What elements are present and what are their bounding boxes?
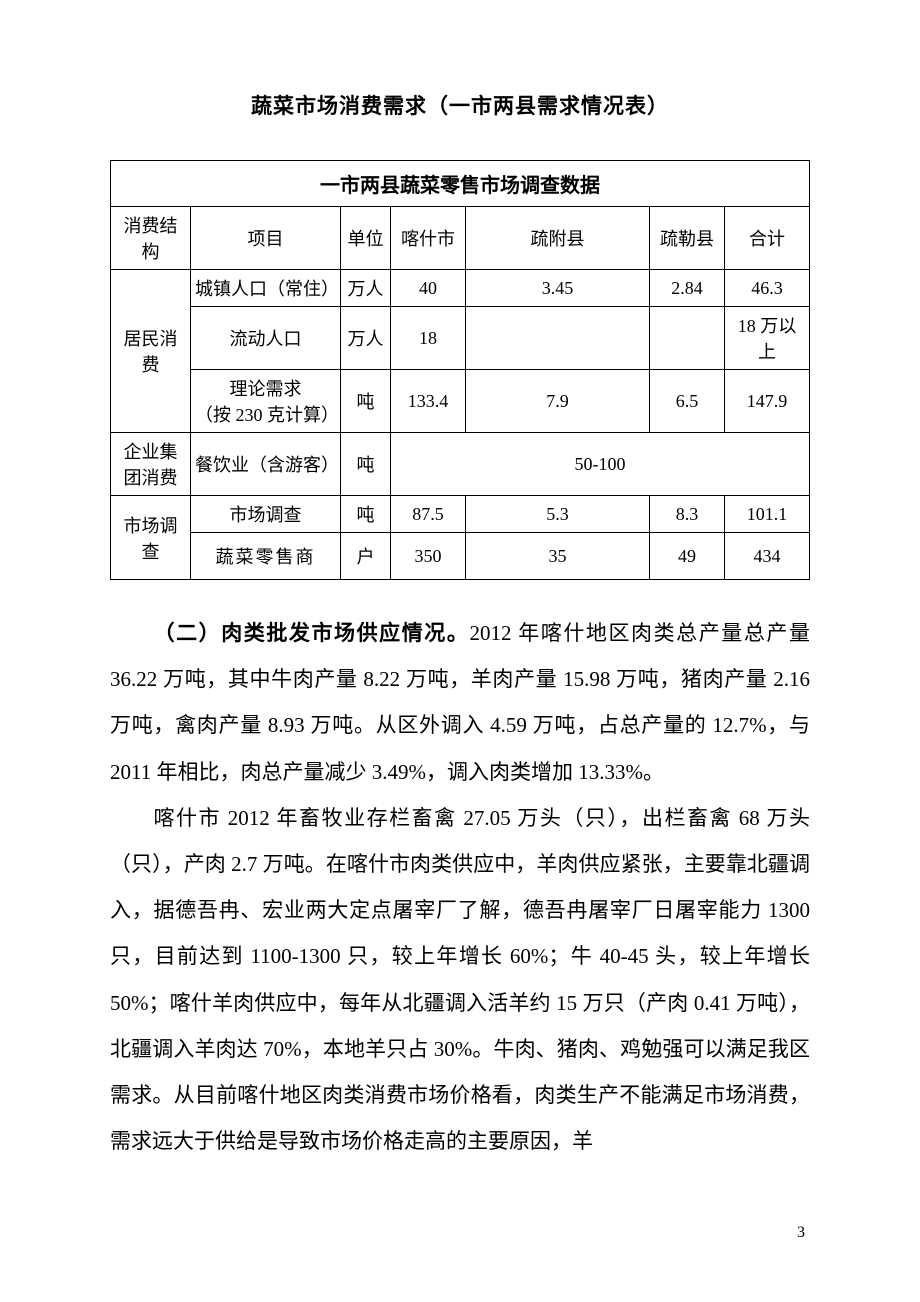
cell-value bbox=[466, 307, 650, 370]
data-table: 一市两县蔬菜零售市场调查数据 消费结构 项目 单位 喀什市 疏附县 疏勒县 合计… bbox=[110, 160, 810, 580]
col-shufu: 疏附县 bbox=[466, 207, 650, 270]
paragraph-1: （二）肉类批发市场供应情况。2012 年喀什地区肉类总产量总产量 36.22 万… bbox=[110, 610, 810, 795]
section-heading: （二）肉类批发市场供应情况。 bbox=[152, 621, 469, 645]
cell-value: 49 bbox=[650, 533, 725, 580]
cell-value: 434 bbox=[725, 533, 810, 580]
cell-category: 市场调查 bbox=[111, 496, 191, 580]
table-row: 居民消费 城镇人口（常住） 万人 40 3.45 2.84 46.3 bbox=[111, 270, 810, 307]
cell-value: 6.5 bbox=[650, 370, 725, 433]
cell-item: 城镇人口（常住） bbox=[191, 270, 341, 307]
cell-value bbox=[650, 307, 725, 370]
table-title: 一市两县蔬菜零售市场调查数据 bbox=[111, 161, 810, 207]
cell-category: 企业集团消费 bbox=[111, 433, 191, 496]
cell-unit: 万人 bbox=[341, 270, 391, 307]
cell-item: 市场调查 bbox=[191, 496, 341, 533]
cell-unit: 吨 bbox=[341, 370, 391, 433]
table-column-row: 消费结构 项目 单位 喀什市 疏附县 疏勒县 合计 bbox=[111, 207, 810, 270]
cell-unit: 户 bbox=[341, 533, 391, 580]
col-kashi: 喀什市 bbox=[391, 207, 466, 270]
paragraph-text: 喀什市 2012 年畜牧业存栏畜禽 27.05 万头（只），出栏畜禽 68 万头… bbox=[110, 806, 810, 1153]
table-row: 蔬菜零售商 户 350 35 49 434 bbox=[111, 533, 810, 580]
cell-item: 理论需求 （按 230 克计算） bbox=[191, 370, 341, 433]
paragraph-2: 喀什市 2012 年畜牧业存栏畜禽 27.05 万头（只），出栏畜禽 68 万头… bbox=[110, 795, 810, 1165]
cell-value: 2.84 bbox=[650, 270, 725, 307]
table-row: 市场调查 市场调查 吨 87.5 5.3 8.3 101.1 bbox=[111, 496, 810, 533]
table-row: 流动人口 万人 18 18 万以上 bbox=[111, 307, 810, 370]
cell-item: 餐饮业（含游客） bbox=[191, 433, 341, 496]
document-title: 蔬菜市场消费需求（一市两县需求情况表） bbox=[110, 90, 810, 120]
cell-value: 35 bbox=[466, 533, 650, 580]
cell-value: 18 万以上 bbox=[725, 307, 810, 370]
col-structure: 消费结构 bbox=[111, 207, 191, 270]
cell-category: 居民消费 bbox=[111, 270, 191, 433]
cell-unit: 万人 bbox=[341, 307, 391, 370]
col-total: 合计 bbox=[725, 207, 810, 270]
col-shule: 疏勒县 bbox=[650, 207, 725, 270]
cell-merged-value: 50-100 bbox=[391, 433, 810, 496]
cell-item: 流动人口 bbox=[191, 307, 341, 370]
cell-value: 46.3 bbox=[725, 270, 810, 307]
cell-value: 87.5 bbox=[391, 496, 466, 533]
cell-unit: 吨 bbox=[341, 496, 391, 533]
table-header-row: 一市两县蔬菜零售市场调查数据 bbox=[111, 161, 810, 207]
cell-value: 133.4 bbox=[391, 370, 466, 433]
cell-item: 蔬菜零售商 bbox=[191, 533, 341, 580]
page-number: 3 bbox=[797, 1224, 805, 1242]
cell-unit: 吨 bbox=[341, 433, 391, 496]
col-unit: 单位 bbox=[341, 207, 391, 270]
table-row: 理论需求 （按 230 克计算） 吨 133.4 7.9 6.5 147.9 bbox=[111, 370, 810, 433]
cell-value: 5.3 bbox=[466, 496, 650, 533]
table-row: 企业集团消费 餐饮业（含游客） 吨 50-100 bbox=[111, 433, 810, 496]
col-item: 项目 bbox=[191, 207, 341, 270]
cell-value: 18 bbox=[391, 307, 466, 370]
cell-value: 101.1 bbox=[725, 496, 810, 533]
cell-value: 147.9 bbox=[725, 370, 810, 433]
cell-value: 350 bbox=[391, 533, 466, 580]
cell-value: 7.9 bbox=[466, 370, 650, 433]
cell-value: 3.45 bbox=[466, 270, 650, 307]
cell-value: 8.3 bbox=[650, 496, 725, 533]
cell-value: 40 bbox=[391, 270, 466, 307]
paragraph-text: 2012 年喀什地区肉类总产量总产量 36.22 万吨，其中牛肉产量 8.22 … bbox=[110, 621, 810, 784]
